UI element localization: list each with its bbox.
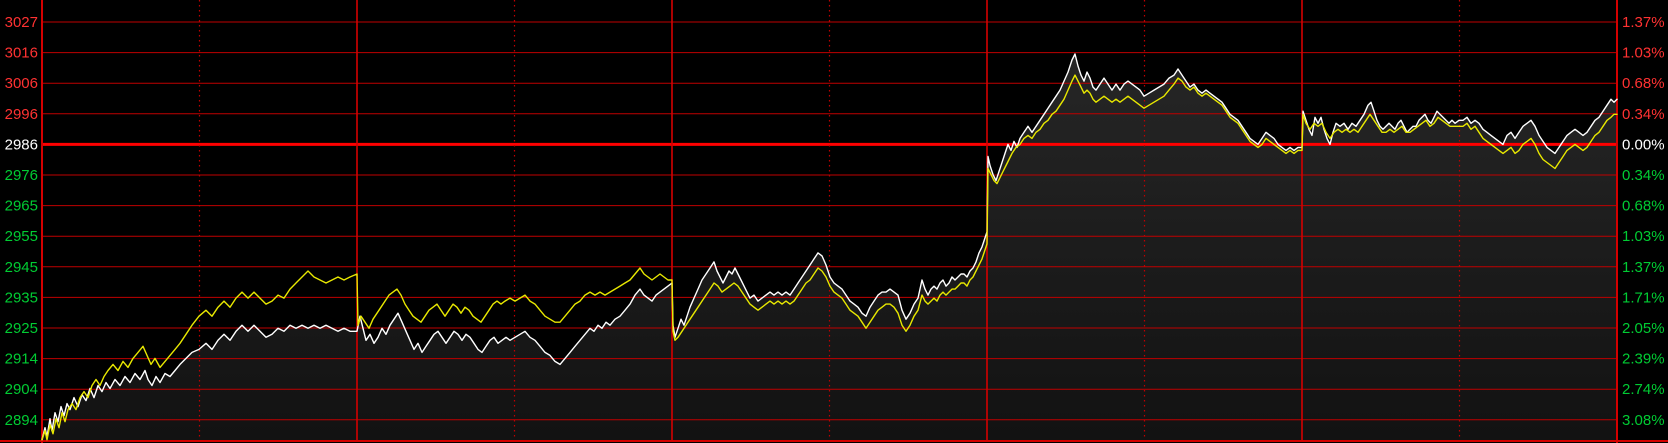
price-axis-label: 2904 — [5, 381, 38, 398]
percent-axis-label: 1.03% — [1622, 45, 1665, 62]
percent-axis-label: 0.68% — [1622, 75, 1665, 92]
percent-axis-label: 2.74% — [1622, 381, 1665, 398]
price-axis-label: 2894 — [5, 412, 38, 429]
percent-axis-label: 1.03% — [1622, 228, 1665, 245]
price-axis-label: 3006 — [5, 75, 38, 92]
price-axis-label: 2935 — [5, 289, 38, 306]
price-axis-label: 2914 — [5, 351, 38, 368]
percent-axis-label: 0.00% — [1622, 136, 1665, 153]
percent-axis-label: 1.71% — [1622, 289, 1665, 306]
price-axis-label: 2945 — [5, 259, 38, 276]
price-axis-label: 2996 — [5, 106, 38, 123]
average-price-line — [41, 74, 1618, 441]
percent-axis-label: 0.34% — [1622, 106, 1665, 123]
price-axis-label: 2986 — [5, 136, 38, 153]
price-axis-label: 3027 — [5, 14, 38, 31]
price-area-fill — [42, 54, 1617, 441]
percent-axis-label: 2.05% — [1622, 320, 1665, 337]
percent-axis-label: 1.37% — [1622, 259, 1665, 276]
price-axis-label: 2955 — [5, 228, 38, 245]
percent-axis-label: 0.34% — [1622, 167, 1665, 184]
percent-axis-label: 1.37% — [1622, 14, 1665, 31]
price-axis-label: 3016 — [5, 45, 38, 62]
price-axis-label: 2976 — [5, 167, 38, 184]
percent-axis-label: 0.68% — [1622, 198, 1665, 215]
price-axis-label: 2925 — [5, 320, 38, 337]
percent-axis-label: 2.39% — [1622, 351, 1665, 368]
index-price-line — [41, 53, 1618, 441]
price-axis-label: 2965 — [5, 198, 38, 215]
percent-axis-label: 3.08% — [1622, 412, 1665, 429]
